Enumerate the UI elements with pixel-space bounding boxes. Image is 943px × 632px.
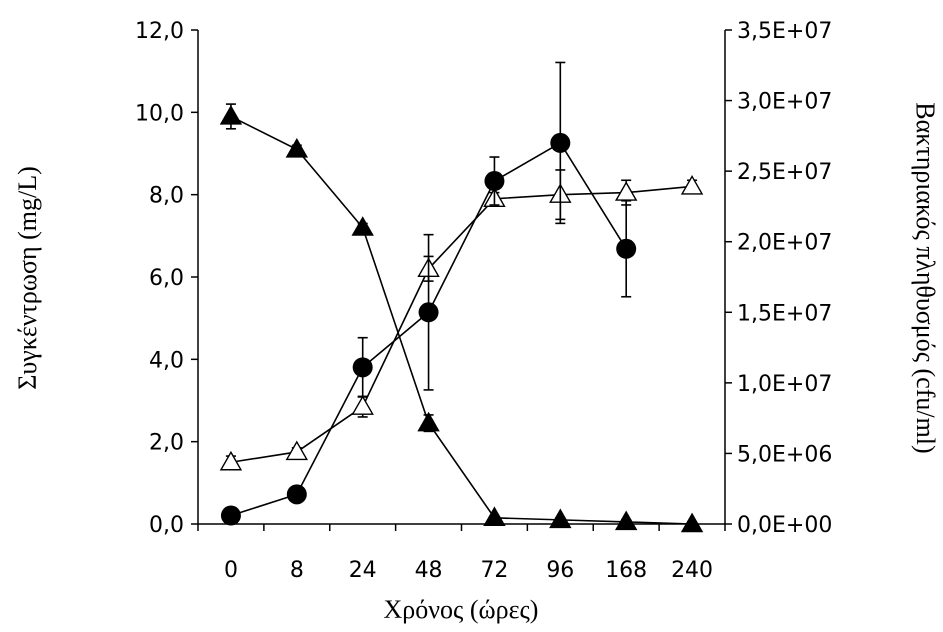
- data-point: [285, 440, 309, 461]
- x-tick-label: 0: [224, 558, 238, 583]
- y-left-tick-label: 8,0: [149, 184, 184, 209]
- y-right-tick-label: 5,0E+06: [737, 442, 832, 467]
- data-point: [286, 484, 307, 505]
- data-point: [285, 137, 309, 158]
- x-tick-label: 48: [415, 558, 443, 583]
- x-tick-label: 24: [349, 558, 377, 583]
- data-point: [483, 506, 506, 527]
- data-point: [549, 508, 572, 529]
- y-left-tick-label: 4,0: [149, 348, 184, 373]
- series-circle-filled: [220, 61, 637, 526]
- y-right-tick-label: 0,0E+00: [737, 513, 832, 538]
- series-line: [230, 185, 693, 464]
- y-right-tick-label: 3,0E+07: [737, 90, 832, 115]
- x-tick-label: 8: [290, 558, 304, 583]
- data-point: [351, 216, 374, 236]
- data-point: [680, 175, 704, 195]
- series-triangle-open: [219, 169, 704, 471]
- data-point: [680, 512, 704, 533]
- y-left-tick-label: 12,0: [135, 19, 184, 44]
- y-left-tick-label: 0,0: [149, 513, 184, 538]
- series-layer: [219, 61, 704, 533]
- data-point: [219, 450, 243, 471]
- y-right-tick-label: 2,0E+07: [737, 231, 832, 256]
- x-tick-label: 240: [671, 558, 713, 583]
- axes: 0,0 2,0 4,0 6,0 8,0 10,0 12,0 0,0E+00 5,0E+06 1,0…: [135, 19, 832, 583]
- y-left-tick-label: 6,0: [149, 266, 184, 291]
- data-point: [351, 395, 374, 415]
- x-tick-label: 96: [546, 558, 574, 583]
- data-point: [418, 302, 439, 323]
- x-axis-title: Χρόνος (ώρες): [384, 595, 539, 624]
- data-point: [417, 411, 440, 432]
- data-point: [219, 105, 243, 125]
- y-right-tick-label: 1,0E+07: [737, 372, 832, 397]
- y-left-tick-label: 2,0: [149, 431, 184, 456]
- data-point: [220, 505, 241, 526]
- data-point: [484, 171, 505, 192]
- data-point: [616, 238, 637, 259]
- y-axis-right-title: Βακτηριακός πληθυσμός (cfu/ml): [911, 102, 940, 453]
- data-point: [352, 357, 373, 378]
- data-point: [550, 132, 571, 153]
- x-tick-label: 168: [605, 558, 647, 583]
- y-axis-left-title: Συγκέντρωση (mg/L): [13, 166, 42, 390]
- y-right-tick-label: 2,5E+07: [737, 160, 832, 185]
- y-left-tick-label: 10,0: [135, 101, 184, 126]
- y-right-tick-label: 1,5E+07: [737, 301, 832, 326]
- data-point: [614, 510, 638, 531]
- series-triangle-filled: [219, 103, 704, 533]
- series-line: [230, 115, 693, 525]
- y-right-tick-label: 3,5E+07: [737, 19, 832, 44]
- x-tick-label: 72: [480, 558, 508, 583]
